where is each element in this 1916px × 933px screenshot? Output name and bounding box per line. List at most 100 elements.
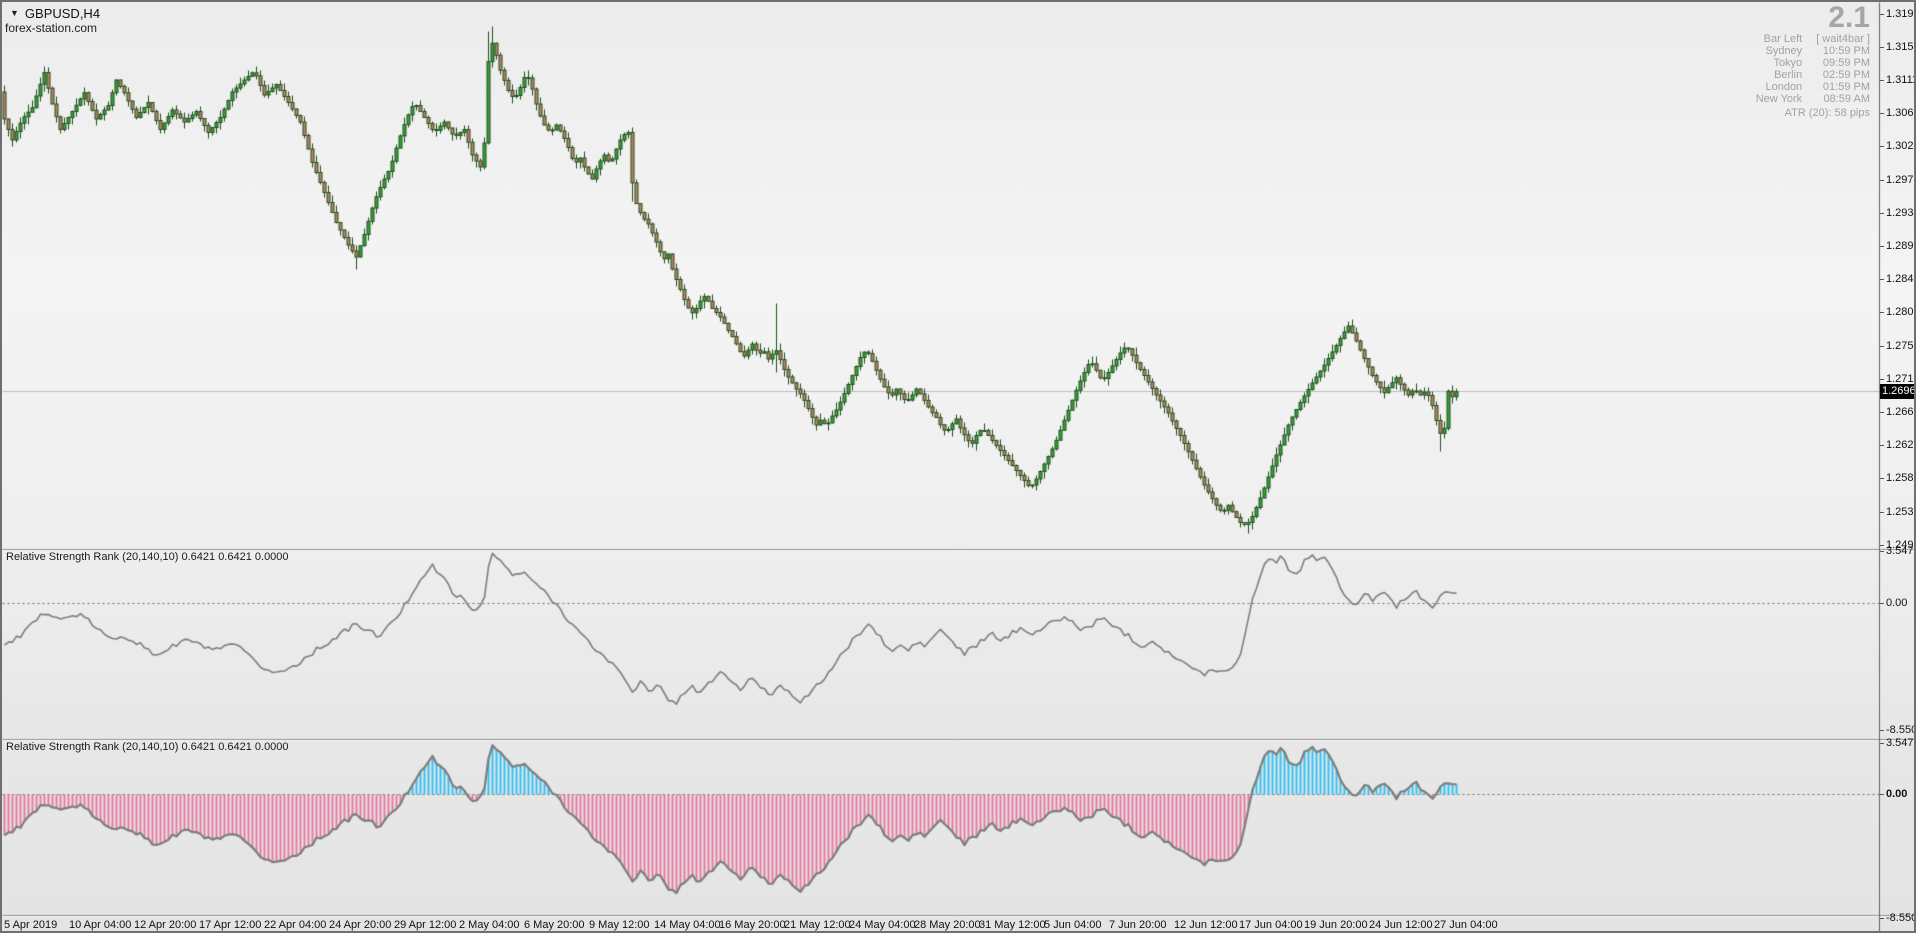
time-axis-label: 5 Apr 2019 [4,919,58,931]
clock-row: Tokyo 09:59 PM [1742,58,1870,70]
clock-row: New York 08:59 AM [1742,94,1870,106]
clock-time-value: 02:59 PM [1822,69,1870,81]
price-axis-label: 1.24920 [1886,538,1914,551]
clock-time-value: [ wait4bar ] [1816,33,1870,45]
price-axis-tick [1880,378,1884,380]
clock-city-label: Bar Left [1763,33,1803,45]
clock-row: Bar Left [ wait4bar ] [1742,34,1870,46]
price-axis-tick [1880,444,1884,446]
indicator-axis-tick [1880,794,1884,795]
indicator-axis-label: 3.5471 [1886,736,1914,749]
clock-time-value: 09:59 PM [1822,57,1870,69]
price-axis-tick [1880,511,1884,513]
time-axis-label: 17 Jun 04:00 [1239,919,1303,931]
time-axis-label: 9 May 12:00 [589,919,650,931]
time-axis-label: 19 Jun 20:00 [1304,919,1368,931]
time-axis-label: 31 May 12:00 [979,919,1046,931]
indicator-axis-tick [1880,550,1884,552]
time-axis-label: 27 Jun 04:00 [1434,919,1498,931]
price-axis-tick [1880,477,1884,479]
indicator-axis-label: 0.00 [1886,788,1908,800]
clock-table: Bar Left [ wait4bar ] Sydney 10:59 PM Tokyo 0… [1742,34,1870,106]
price-axis-tick [1880,14,1884,16]
indicator-axis-label: 0.00 [1886,597,1908,609]
chevron-down-icon[interactable]: ▼ [10,8,19,18]
price-axis-label: 1.30670 [1886,107,1914,120]
time-axis-label: 22 Apr 04:00 [264,919,327,931]
price-axis-label: 1.31110 [1886,74,1914,87]
clock-city-label: Sydney [1765,45,1803,57]
time-axis-label: 28 May 20:00 [914,919,981,931]
indicator-axis-tick [1880,603,1884,604]
indicator-version: 2.1 [1828,1,1870,34]
price-axis-label: 1.31990 [1886,8,1914,21]
indicator-axis-tick [1880,729,1884,731]
symbol-label[interactable]: ▼ GBPUSD,H4 [10,6,100,21]
price-axis-label: 1.30230 [1886,140,1914,153]
price-axis-label: 1.28900 [1886,240,1914,252]
price-axis-label: 1.28020 [1886,306,1914,318]
time-axis-label: 5 Jun 04:00 [1044,919,1102,931]
price-axis-label: 1.28460 [1886,273,1914,285]
clock-city-label: Tokyo [1773,57,1803,69]
time-axis-label: 24 Apr 20:00 [329,919,392,931]
indicator-axis-tick [1880,742,1884,744]
price-axis-tick [1880,279,1884,280]
clock-row: London 01:59 PM [1742,82,1870,94]
clock-city-label: New York [1755,93,1803,105]
time-axis-label: 6 May 20:00 [524,919,585,931]
price-axis-label: 1.26250 [1886,438,1914,451]
time-axis-label: 14 May 04:00 [654,919,721,931]
indicator-axis-label: -8.5509 [1886,723,1914,736]
price-axis-label: 1.27570 [1886,339,1914,352]
price-axis-tick [1880,246,1884,247]
symbol-text: GBPUSD,H4 [24,6,101,21]
atr-readout: ATR (20): 58 pips [1784,107,1870,119]
time-axis-label: 24 Jun 12:00 [1369,919,1433,931]
time-axis-label: 16 May 20:00 [719,919,786,931]
clock-city-label: London [1765,81,1803,93]
time-axis-label: 17 Apr 12:00 [199,919,262,931]
price-axis-tick [1880,180,1884,181]
time-axis-label: 24 May 04:00 [849,919,916,931]
indicator-axis-label: -8.5509 [1886,911,1914,924]
price-axis-label: 1.29340 [1886,207,1914,219]
price-axis-tick [1880,80,1884,82]
info-clock-panel: 2.1 Bar Left[ wait4bar ] Sydney 10:59 PM To… [1742,1,1870,120]
indicator-axis-label: 3.5471 [1886,544,1914,557]
watermark-text: forex-station.com [5,21,98,35]
clock-row: Sydney 10:59 PM [1742,46,1870,58]
time-axis-label: 29 Apr 12:00 [394,919,457,931]
price-axis-tick [1880,345,1884,347]
indicator1-title: Relative Strength Rank (20,140,10) 0.642… [6,551,289,563]
price-axis-label: 1.31550 [1886,41,1914,54]
time-axis-label: 12 Jun 12:00 [1174,919,1238,931]
time-axis-label: 10 Apr 04:00 [69,919,132,931]
price-axis-tick [1880,213,1884,214]
clock-time-value: 01:59 PM [1822,81,1870,93]
indicator2-title: Relative Strength Rank (20,140,10) 0.642… [6,741,289,753]
clock-time-value: 10:59 PM [1822,45,1870,57]
price-axis-tick [1880,544,1884,546]
price-axis-tick [1880,113,1884,115]
price-axis-label: 1.25360 [1886,505,1914,518]
time-axis-label: 2 May 04:00 [459,919,520,931]
price-axis-label: 1.26690 [1886,405,1914,418]
clock-row: Berlin 02:59 PM [1742,70,1870,82]
time-axis-label: 12 Apr 20:00 [134,919,197,931]
time-axis-label: 7 Jun 20:00 [1109,919,1167,931]
clock-time-value: 08:59 AM [1823,93,1870,105]
price-axis-tick [1880,411,1884,413]
price-axis-label: 1.29780 [1886,174,1914,186]
clock-city-label: Berlin [1774,69,1803,81]
price-axis-tick [1880,312,1884,313]
price-axis-label: 1.25810 [1886,471,1914,484]
price-axis-tick [1880,146,1884,148]
indicator-axis-tick [1880,917,1884,919]
time-axis-label: 21 May 12:00 [784,919,851,931]
price-axis-label: 1.27130 [1886,372,1914,385]
price-axis-tick [1880,47,1884,49]
